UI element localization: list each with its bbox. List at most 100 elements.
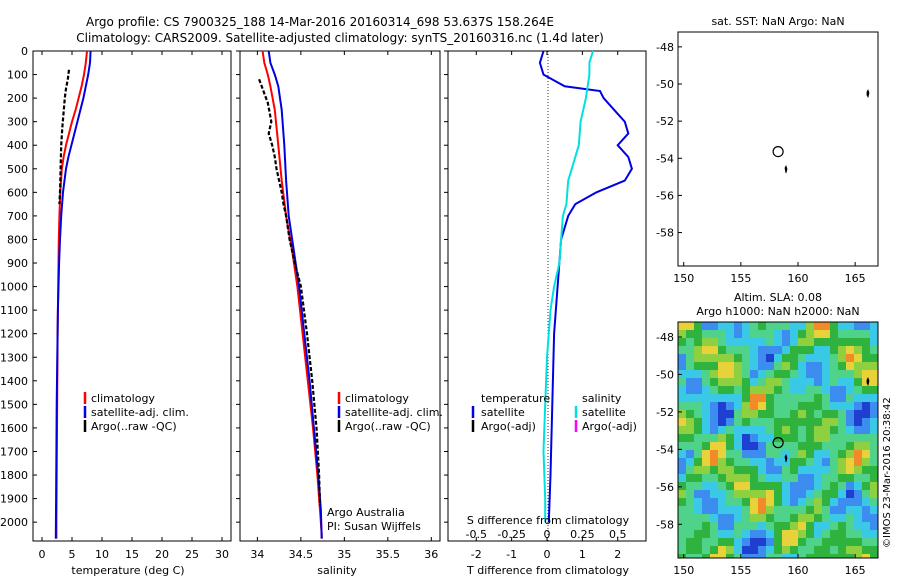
heatmap-cell — [782, 362, 790, 370]
heatmap-cell — [766, 458, 774, 466]
heatmap-cell — [870, 386, 878, 394]
heatmap-cell — [694, 370, 702, 378]
x-tick-label: 35.5 — [376, 548, 401, 561]
heatmap-cell — [854, 362, 862, 370]
heatmap-cell — [790, 514, 798, 522]
heatmap-cell — [678, 458, 686, 466]
map-y-tick-label: -52 — [656, 406, 674, 419]
heatmap-cell — [814, 370, 822, 378]
heatmap-cell — [758, 538, 766, 546]
heatmap-cell — [814, 362, 822, 370]
heatmap-cell — [766, 426, 774, 434]
heatmap-cell — [814, 554, 822, 558]
heatmap-cell — [694, 458, 702, 466]
map-x-tick-label: 155 — [730, 564, 751, 577]
heatmap-cell — [782, 442, 790, 450]
heatmap-cell — [678, 322, 686, 330]
heatmap-cell — [678, 450, 686, 458]
heatmap-cell — [718, 514, 726, 522]
heatmap-cell — [790, 394, 798, 402]
heatmap-cell — [742, 322, 750, 330]
heatmap-cell — [718, 338, 726, 346]
heatmap-cell — [758, 378, 766, 386]
heatmap-cell — [798, 466, 806, 474]
heatmap-cell — [862, 410, 870, 418]
heatmap-cell — [678, 354, 686, 362]
heatmap-cell — [870, 338, 878, 346]
heatmap-cell — [774, 394, 782, 402]
heatmap-cell — [734, 346, 742, 354]
heatmap-cell — [790, 322, 798, 330]
heatmap-cell — [790, 402, 798, 410]
heatmap-cell — [742, 370, 750, 378]
heatmap-cell — [798, 402, 806, 410]
heatmap-cell — [710, 386, 718, 394]
heatmap-cell — [790, 530, 798, 538]
heatmap-cell — [846, 434, 854, 442]
heatmap-cell — [814, 378, 822, 386]
heatmap-cell — [798, 362, 806, 370]
heatmap-cell — [774, 362, 782, 370]
heatmap-cell — [806, 370, 814, 378]
heatmap-cell — [734, 530, 742, 538]
heatmap-cell — [782, 498, 790, 506]
heatmap-cell — [726, 466, 734, 474]
heatmap-cell — [766, 362, 774, 370]
heatmap-cell — [774, 354, 782, 362]
x-tick-label: 0 — [544, 548, 551, 561]
heatmap-cell — [774, 506, 782, 514]
heatmap-cell — [862, 418, 870, 426]
heatmap-cell — [806, 538, 814, 546]
heatmap-cell — [710, 506, 718, 514]
heatmap-cell — [798, 490, 806, 498]
heatmap-cell — [774, 514, 782, 522]
heatmap-cell — [678, 330, 686, 338]
heatmap-cell — [766, 402, 774, 410]
depth-tick-label: 100 — [7, 69, 28, 82]
heatmap-cell — [678, 538, 686, 546]
heatmap-cell — [678, 466, 686, 474]
heatmap-cell — [790, 546, 798, 554]
map-y-tick-label: -48 — [656, 41, 674, 54]
heatmap-cell — [702, 482, 710, 490]
heatmap-cell — [702, 402, 710, 410]
heatmap-cell — [830, 538, 838, 546]
heatmap-cell — [678, 338, 686, 346]
heatmap-cell — [822, 490, 830, 498]
heatmap-cell — [718, 410, 726, 418]
heatmap-cell — [766, 386, 774, 394]
heatmap-cell — [718, 442, 726, 450]
heatmap-cell — [758, 530, 766, 538]
heatmap-cell — [790, 538, 798, 546]
heatmap-cell — [718, 346, 726, 354]
heatmap-cell — [862, 426, 870, 434]
heatmap-cell — [814, 506, 822, 514]
depth-tick-label: 700 — [7, 210, 28, 223]
heatmap-cell — [846, 554, 854, 558]
heatmap-cell — [686, 530, 694, 538]
heatmap-cell — [846, 370, 854, 378]
depth-tick-label: 500 — [7, 163, 28, 176]
heatmap-cell — [694, 418, 702, 426]
heatmap-cell — [790, 338, 798, 346]
heatmap-cell — [750, 386, 758, 394]
heatmap-cell — [726, 386, 734, 394]
heatmap-cell — [678, 554, 686, 558]
heatmap-cell — [806, 394, 814, 402]
heatmap-cell — [702, 370, 710, 378]
heatmap-cell — [830, 546, 838, 554]
heatmap-cell — [854, 330, 862, 338]
heatmap-cell — [806, 338, 814, 346]
heatmap-cell — [790, 434, 798, 442]
heatmap-cell — [750, 394, 758, 402]
heatmap-cell — [686, 378, 694, 386]
x-tick-label: 20 — [155, 548, 169, 561]
heatmap-cell — [734, 514, 742, 522]
heatmap-cell — [806, 530, 814, 538]
heatmap-cell — [726, 514, 734, 522]
heatmap-cell — [702, 418, 710, 426]
heatmap-cell — [806, 346, 814, 354]
heatmap-cell — [798, 530, 806, 538]
heatmap-cell — [750, 482, 758, 490]
heatmap-cell — [822, 554, 830, 558]
